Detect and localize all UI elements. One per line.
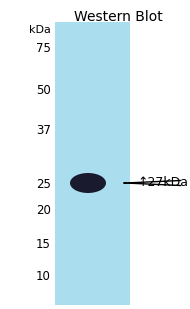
Bar xyxy=(55,22,130,305)
Text: 25: 25 xyxy=(36,179,51,192)
Text: kDa: kDa xyxy=(29,25,51,35)
Text: Western Blot: Western Blot xyxy=(74,10,162,24)
Text: 50: 50 xyxy=(36,83,51,96)
Text: 10: 10 xyxy=(36,270,51,283)
Text: 75: 75 xyxy=(36,41,51,54)
Text: 37: 37 xyxy=(36,124,51,137)
Ellipse shape xyxy=(70,173,106,193)
Text: 20: 20 xyxy=(36,204,51,217)
Text: 15: 15 xyxy=(36,239,51,252)
Text: ↑27kDa: ↑27kDa xyxy=(137,176,188,189)
